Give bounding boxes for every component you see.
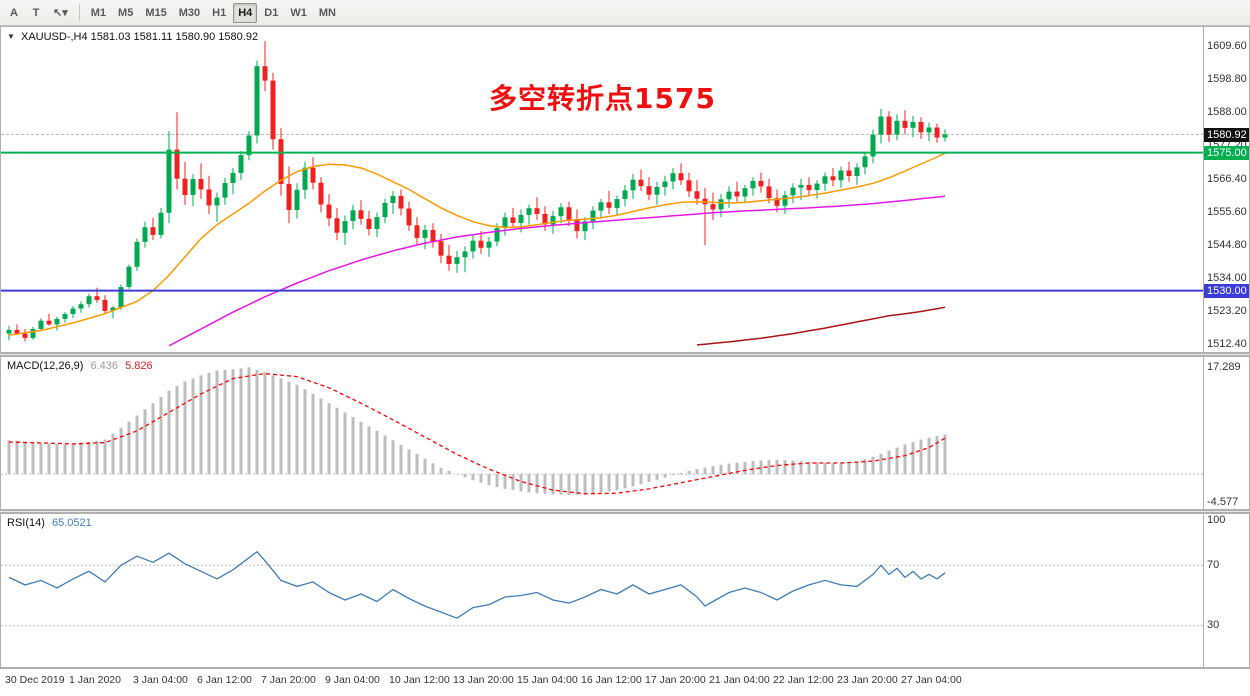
timeframe-m1-button[interactable]: M1 [90,6,107,19]
timeframe-w1-button[interactable]: W1 [290,6,307,19]
cursor-tool-button[interactable]: ↖▾ [53,7,68,19]
panel-divider[interactable] [0,510,1250,513]
macd-histogram [7,367,947,495]
symbol-info: ▼ XAUUSD-,H4 1581.03 1581.11 1580.90 158… [7,31,258,43]
time-axis-label: 30 Dec 2019 [5,674,65,686]
price-tag-current: 1580.92 [1204,127,1249,142]
price-axis-label: 1534.00 [1207,271,1247,284]
time-axis-label: 6 Jan 12:00 [197,674,252,686]
ma-fast-line [8,152,946,336]
macd-axis[interactable]: 17.289 -4.577 [1204,356,1250,510]
time-axis-label: 1 Jan 2020 [69,674,121,686]
price-axis-label: 1523.20 [1207,305,1247,318]
rsi-chart[interactable] [1,514,1203,667]
candles [6,41,948,342]
time-axis-label: 16 Jan 12:00 [581,674,642,686]
ma-mid-line [168,195,946,347]
macd-axis-label: -4.577 [1207,495,1239,508]
price-axis-label: 1588.00 [1207,106,1247,119]
price-axis[interactable]: 1609.601598.801588.001577.201566.401555.… [1204,26,1250,353]
time-axis-label: 7 Jan 20:00 [261,674,316,686]
time-axis-label: 17 Jan 20:00 [645,674,706,686]
time-axis-label: 15 Jan 04:00 [517,674,578,686]
price-tag-green: 1575.00 [1204,145,1249,160]
toolbar-separator [78,4,80,21]
timeframe-h1-button[interactable]: H1 [212,6,227,19]
macd-main-value: 6.436 [90,360,119,372]
toolbar-left-tools: A T ↖▾ [3,3,74,23]
font-tool-button[interactable]: A [10,6,18,19]
rsi-label: RSI(14) 65.0521 [7,517,92,529]
macd-signal-line [8,372,946,495]
rsi-axis[interactable]: 100 70 30 [1204,513,1250,668]
rsi-axis-label: 30 [1207,619,1220,632]
macd-axis-label: 17.289 [1207,360,1241,373]
price-axis-label: 1598.80 [1207,73,1247,86]
chart-dropdown-icon[interactable]: ▼ [7,32,15,41]
rsi-axis-label: 70 [1207,558,1220,571]
price-chart-plot[interactable]: ▼ XAUUSD-,H4 1581.03 1581.11 1580.90 158… [0,26,1204,353]
rsi-line [8,550,946,619]
candlestick-chart[interactable] [1,27,1203,352]
ma-slow-line [696,306,946,346]
timeframe-buttons: M1 M5 M15 M30 H1 H4 D1 W1 MN [85,2,342,23]
annotation-text[interactable]: 多空转折点1575 [489,82,716,115]
timeframe-h4-button[interactable]: H4 [233,2,258,23]
text-label-tool-button[interactable]: T [32,6,40,19]
time-axis-label: 13 Jan 20:00 [453,674,514,686]
rsi-axis-label: 100 [1207,513,1226,526]
time-axis-label: 10 Jan 12:00 [389,674,450,686]
rsi-name: RSI(14) [7,517,45,529]
time-axis-label: 23 Jan 20:00 [837,674,898,686]
macd-name: MACD(12,26,9) [7,360,84,372]
symbol-ohlc: 1581.03 1581.11 1580.90 1580.92 [90,31,259,43]
symbol-period: XAUUSD-,H4 [20,31,88,43]
time-axis-label: 21 Jan 04:00 [709,674,770,686]
timeframe-d1-button[interactable]: D1 [264,6,279,19]
macd-label: MACD(12,26,9) 6.436 5.826 [7,360,153,372]
price-axis-label: 1609.60 [1207,40,1247,53]
macd-chart[interactable] [1,357,1203,509]
time-axis-label: 9 Jan 04:00 [325,674,380,686]
time-axis-label: 27 Jan 04:00 [901,674,962,686]
price-tag-blue: 1530.00 [1204,283,1249,298]
price-axis-label: 1512.40 [1207,338,1247,351]
macd-plot[interactable]: MACD(12,26,9) 6.436 5.826 [0,356,1204,510]
rsi-plot[interactable]: RSI(14) 65.0521 [0,513,1204,668]
timeframe-m5-button[interactable]: M5 [118,6,134,19]
macd-panel: MACD(12,26,9) 6.436 5.826 17.289 -4.577 [0,356,1250,510]
main-chart-panel: ▼ XAUUSD-,H4 1581.03 1581.11 1580.90 158… [0,26,1250,353]
timeframe-m30-button[interactable]: M30 [178,6,201,19]
timeframe-mn-button[interactable]: MN [318,6,336,19]
time-axis-label: 22 Jan 12:00 [773,674,834,686]
time-axis[interactable]: 30 Dec 2019 1 Jan 2020 3 Jan 04:00 6 Jan 12… [0,668,1250,696]
price-axis-label: 1544.80 [1207,238,1247,251]
macd-signal-value: 5.826 [125,360,153,372]
timeframe-m15-button[interactable]: M15 [145,6,167,19]
price-axis-label: 1566.40 [1207,172,1247,185]
rsi-panel: RSI(14) 65.0521 100 70 30 [0,513,1250,668]
rsi-value: 65.0521 [51,517,92,529]
time-axis-label: 3 Jan 04:00 [133,674,188,686]
toolbar: A T ↖▾ M1 M5 M15 M30 H1 H4 D1 W1 MN [0,0,1250,26]
panel-divider[interactable] [0,353,1250,356]
price-axis-label: 1555.60 [1207,205,1247,218]
